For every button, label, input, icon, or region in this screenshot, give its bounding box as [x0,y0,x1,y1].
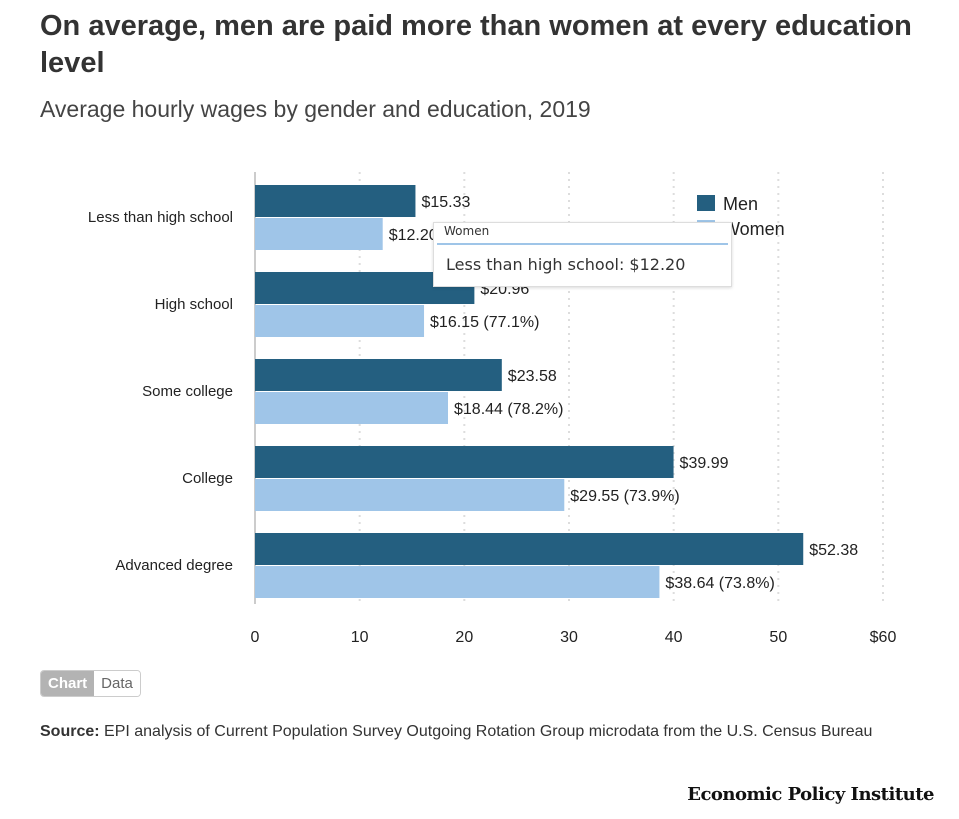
data-label: $39.99 [680,455,729,472]
legend-label: Men [723,194,758,214]
data-label: $38.64 (73.8%) [665,575,774,592]
bar-men [255,185,416,217]
data-label: $23.58 [508,368,557,385]
category-label: Some college [142,383,233,400]
tooltip-text: Less than high school: $12.20 [446,255,686,274]
data-label: $16.15 (77.1%) [430,314,539,331]
source-text: EPI analysis of Current Population Surve… [99,723,873,740]
category-label: College [182,470,233,487]
tooltip: Women Less than high school: $12.20 [433,222,732,287]
view-toggle: Chart Data [40,670,141,697]
bar-women [255,566,660,598]
chart-tab[interactable]: Chart [41,671,95,696]
data-tab[interactable]: Data [94,671,140,696]
category-label: High school [155,296,233,313]
bar-chart: 0 10 20 30 40 50 $60 Less than high school $15.3… [88,172,897,646]
bar-women [255,218,383,250]
bar-women [255,392,449,424]
legend-label: Women [723,219,785,239]
bar-women [255,305,425,337]
source-note: Source: EPI analysis of Current Populati… [40,720,910,744]
data-label: $15.33 [421,194,470,211]
tooltip-divider [437,243,728,245]
tooltip-series: Women [444,224,490,238]
data-label: $52.38 [809,542,858,559]
chart-subtitle: Average hourly wages by gender and educa… [40,96,591,122]
x-tick-label: 0 [251,629,260,646]
epi-logo: Economic Policy Institute [687,784,934,805]
data-label: $12.20 [389,227,438,244]
bar-women [255,479,565,511]
bar-men [255,533,804,565]
bar-men [255,359,502,391]
category-label: Advanced degree [115,557,233,574]
x-tick-label: 20 [455,629,473,646]
bar-men [255,446,674,478]
data-label: $29.55 (73.9%) [570,488,679,505]
source-label: Source: [40,723,100,740]
category-label: Less than high school [88,209,233,226]
x-tick-label: 10 [351,629,369,646]
x-tick-label: $60 [870,629,897,646]
x-tick-label: 50 [769,629,787,646]
x-tick-label: 30 [560,629,578,646]
data-label: $18.44 (78.2%) [454,401,563,418]
legend-swatch-men [697,195,715,211]
x-tick-label: 40 [665,629,683,646]
chart-title: On average, men are paid more than women… [40,10,912,79]
